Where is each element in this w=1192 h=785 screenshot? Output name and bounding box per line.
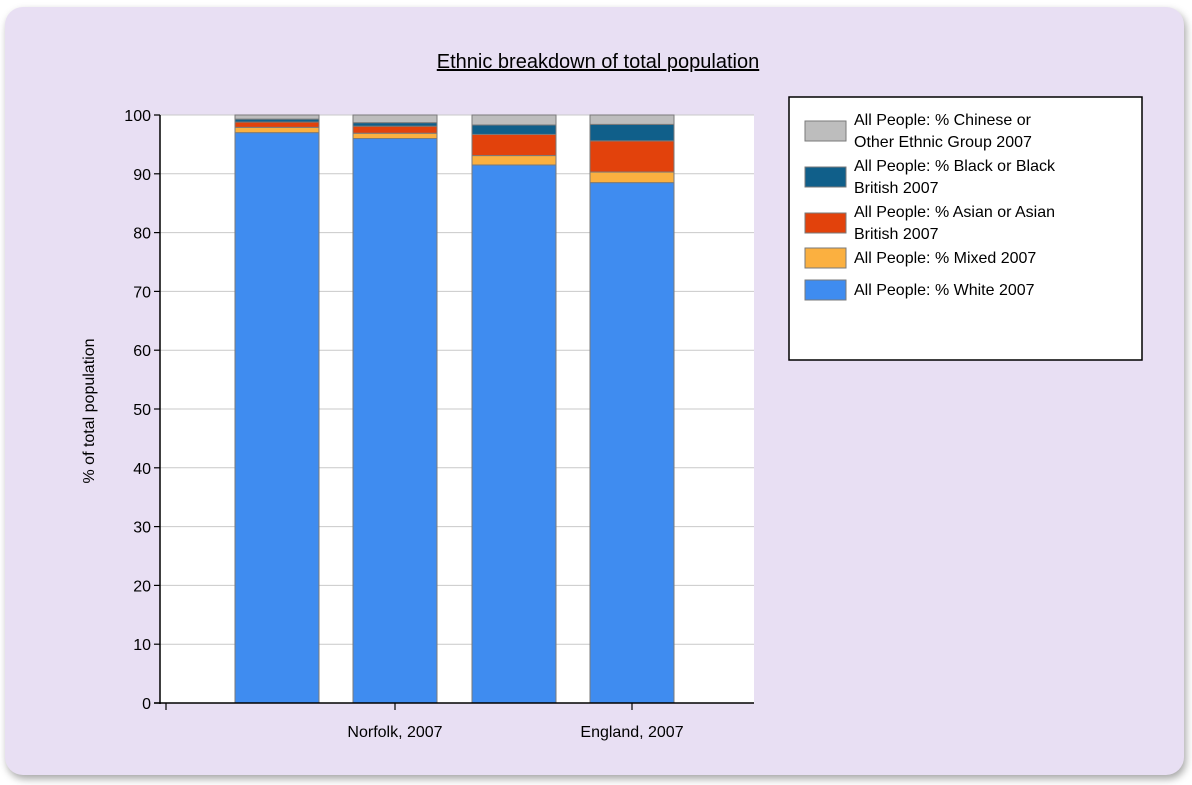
y-tick-label-0: 0 xyxy=(142,696,151,713)
bar-segment-1-3 xyxy=(352,122,438,127)
y-tick-label-90: 90 xyxy=(133,167,151,184)
bar-segment-1-2 xyxy=(352,125,438,134)
legend-label-2: All People: % Asian or Asian British 2007 xyxy=(854,204,1055,243)
legend-swatch-1 xyxy=(804,166,847,188)
legend-swatch-4 xyxy=(804,279,847,301)
bars-group xyxy=(234,114,675,704)
bar-segment-2-0 xyxy=(471,164,557,704)
legend-label-4: All People: % White 2007 xyxy=(854,282,1035,299)
bar-segment-1-0 xyxy=(352,138,438,704)
chart-title: Ethnic breakdown of total population xyxy=(437,51,759,73)
bar-segment-2-4 xyxy=(471,114,557,126)
legend-swatch-3 xyxy=(804,247,847,269)
x-tick-label-0: Norfolk, 2007 xyxy=(347,724,442,741)
bar-segment-2-1 xyxy=(471,155,557,166)
bar-segment-3-2 xyxy=(589,140,675,173)
x-tick-labels: Norfolk, 2007 England, 2007 xyxy=(347,724,683,741)
legend-items: All People: % Chinese or Other Ethnic Gro… xyxy=(804,112,1056,301)
legend: All People: % Chinese or Other Ethnic Gro… xyxy=(788,96,1143,361)
chart-svg: Ethnic breakdown of total population % o… xyxy=(81,51,1143,741)
legend-label-0: All People: % Chinese or Other Ethnic Gro… xyxy=(854,112,1032,151)
bar-segment-3-3 xyxy=(589,123,675,142)
bar-segment-0-0 xyxy=(234,132,320,704)
bar-segment-3-4 xyxy=(589,114,675,125)
legend-swatch-2 xyxy=(804,212,847,234)
y-tick-labels: 0 10 20 30 40 50 60 70 80 90 100 xyxy=(124,108,151,713)
axes xyxy=(154,114,754,710)
y-tick-label-80: 80 xyxy=(133,226,151,243)
bar-segment-2-3 xyxy=(471,124,557,135)
bar-segment-1-4 xyxy=(352,114,438,124)
bar-segment-3-0 xyxy=(589,182,675,704)
y-tick-label-100: 100 xyxy=(124,108,151,125)
y-tick-label-10: 10 xyxy=(133,637,151,654)
legend-label-3: All People: % Mixed 2007 xyxy=(854,250,1036,267)
y-tick-label-30: 30 xyxy=(133,520,151,537)
bar-segment-0-2 xyxy=(234,121,320,128)
legend-label-1: All People: % Black or Black British 2007 xyxy=(854,158,1056,197)
bar-segment-0-1 xyxy=(234,126,320,134)
y-tick-label-20: 20 xyxy=(133,578,151,595)
y-tick-label-50: 50 xyxy=(133,402,151,419)
bar-segment-0-4 xyxy=(234,114,320,120)
bar-segment-1-1 xyxy=(352,132,438,140)
bar-segment-3-1 xyxy=(589,171,675,184)
legend-swatch-0 xyxy=(804,120,847,142)
legend-box xyxy=(788,96,1143,361)
x-tick-label-1: England, 2007 xyxy=(580,724,683,741)
chart-panel: Ethnic breakdown of total population % o… xyxy=(5,7,1184,775)
y-axis-label: % of total population xyxy=(81,339,98,484)
y-tick-label-70: 70 xyxy=(133,284,151,301)
y-tick-label-60: 60 xyxy=(133,343,151,360)
bar-segment-2-2 xyxy=(471,133,557,157)
y-tick-label-40: 40 xyxy=(133,461,151,478)
